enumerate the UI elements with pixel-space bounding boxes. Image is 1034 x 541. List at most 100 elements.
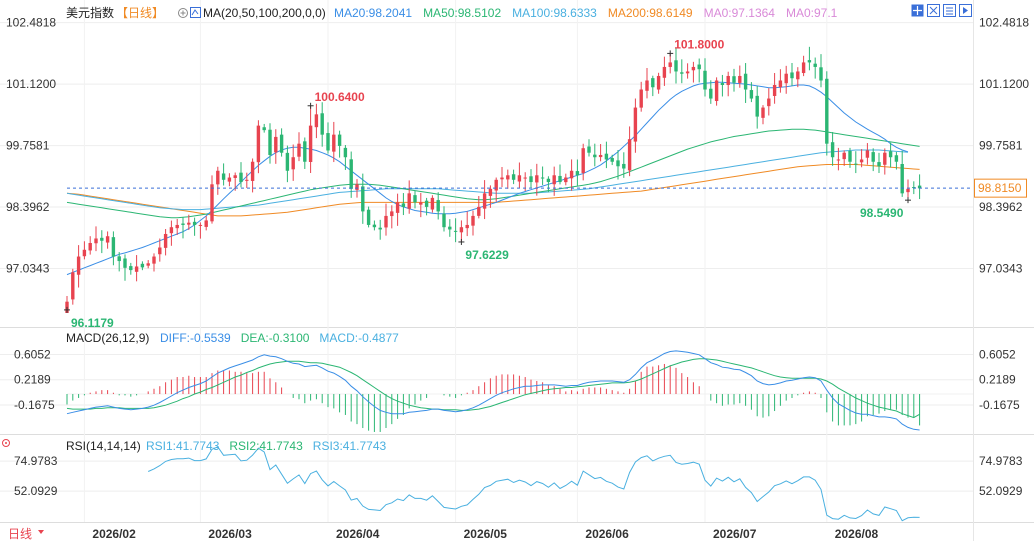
- chevron-down-icon[interactable]: [38, 530, 44, 534]
- candle-body[interactable]: [633, 107, 638, 142]
- candle-body[interactable]: [459, 227, 464, 233]
- candle[interactable]: [221, 163, 226, 186]
- candle-body[interactable]: [256, 125, 261, 163]
- candle[interactable]: [906, 179, 910, 201]
- rsi-line[interactable]: [147, 446, 920, 522]
- candle[interactable]: [343, 144, 348, 170]
- candle-body[interactable]: [801, 62, 806, 74]
- candle[interactable]: [192, 217, 197, 236]
- candle-body[interactable]: [343, 147, 348, 158]
- candle[interactable]: [883, 148, 887, 175]
- candle[interactable]: [587, 139, 591, 157]
- candle[interactable]: [645, 68, 649, 99]
- candle[interactable]: [871, 148, 875, 172]
- candle-body[interactable]: [227, 177, 232, 182]
- candle-body[interactable]: [767, 98, 771, 107]
- candle[interactable]: [784, 65, 788, 94]
- candle-body[interactable]: [900, 164, 904, 194]
- candle[interactable]: [888, 142, 893, 168]
- candle[interactable]: [210, 175, 214, 224]
- rsi-params[interactable]: RSI(14,14,14): [66, 439, 141, 453]
- candle-body[interactable]: [419, 202, 423, 205]
- candle-body[interactable]: [859, 159, 864, 163]
- candle-body[interactable]: [743, 73, 748, 90]
- candle-body[interactable]: [111, 237, 116, 257]
- candle-body[interactable]: [401, 203, 406, 207]
- candle[interactable]: [633, 98, 638, 153]
- candle[interactable]: [372, 220, 377, 231]
- candle[interactable]: [581, 143, 585, 181]
- candle-body[interactable]: [395, 202, 400, 213]
- candle[interactable]: [71, 268, 75, 305]
- expand-icon[interactable]: [959, 4, 972, 17]
- candle-body[interactable]: [192, 221, 197, 225]
- candle[interactable]: [111, 231, 116, 266]
- candle[interactable]: [390, 205, 394, 229]
- indicator-toggle-icon[interactable]: [190, 7, 201, 18]
- candle-body[interactable]: [854, 163, 858, 165]
- candle-body[interactable]: [424, 200, 429, 207]
- candle[interactable]: [790, 63, 794, 86]
- candle[interactable]: [732, 68, 736, 92]
- candle[interactable]: [395, 193, 400, 226]
- candle-body[interactable]: [685, 71, 690, 74]
- candle-body[interactable]: [430, 197, 435, 210]
- candle-body[interactable]: [326, 133, 330, 151]
- candle[interactable]: [517, 162, 522, 189]
- candle-body[interactable]: [308, 125, 313, 162]
- candle-body[interactable]: [529, 176, 533, 183]
- candle[interactable]: [569, 159, 574, 191]
- candle[interactable]: [703, 58, 707, 97]
- candle[interactable]: [564, 173, 568, 186]
- candle[interactable]: [320, 102, 324, 147]
- candle[interactable]: [453, 218, 458, 243]
- candle-body[interactable]: [738, 75, 742, 83]
- candle-body[interactable]: [825, 78, 829, 144]
- candle[interactable]: [256, 120, 261, 174]
- macd-pane[interactable]: [66, 350, 973, 432]
- candle-body[interactable]: [552, 175, 556, 185]
- candle[interactable]: [575, 159, 580, 186]
- candle[interactable]: [691, 61, 696, 83]
- candle[interactable]: [94, 226, 98, 252]
- candle-body[interactable]: [848, 151, 852, 162]
- candle[interactable]: [807, 46, 812, 71]
- candle[interactable]: [239, 162, 243, 188]
- candle[interactable]: [332, 121, 336, 163]
- candle-body[interactable]: [134, 266, 139, 272]
- candle[interactable]: [593, 143, 597, 167]
- candle-body[interactable]: [169, 227, 174, 234]
- candle-body[interactable]: [187, 222, 191, 225]
- candle[interactable]: [326, 122, 330, 154]
- candle-body[interactable]: [233, 175, 237, 178]
- candle[interactable]: [743, 63, 748, 103]
- candle[interactable]: [158, 238, 162, 262]
- candle-body[interactable]: [888, 151, 893, 158]
- candle-body[interactable]: [517, 175, 522, 182]
- candle-body[interactable]: [314, 114, 319, 128]
- candle-body[interactable]: [384, 215, 388, 228]
- candle-body[interactable]: [279, 134, 284, 153]
- candle[interactable]: [494, 177, 498, 202]
- candle-body[interactable]: [535, 175, 539, 183]
- candle-body[interactable]: [761, 107, 765, 118]
- candle[interactable]: [285, 145, 290, 183]
- chart-toolbar[interactable]: [911, 4, 972, 17]
- candle[interactable]: [819, 54, 823, 88]
- candle-body[interactable]: [471, 215, 475, 226]
- candle[interactable]: [761, 105, 765, 125]
- candle-body[interactable]: [407, 193, 411, 209]
- candle[interactable]: [471, 210, 475, 236]
- candle-body[interactable]: [598, 154, 603, 158]
- candle[interactable]: [894, 151, 899, 170]
- candle-body[interactable]: [71, 272, 75, 300]
- candle-body[interactable]: [477, 206, 481, 216]
- candle-body[interactable]: [390, 211, 394, 217]
- candle-body[interactable]: [772, 85, 777, 96]
- candle[interactable]: [129, 262, 133, 275]
- candle-body[interactable]: [616, 160, 620, 167]
- candle[interactable]: [146, 260, 150, 269]
- candle-body[interactable]: [366, 209, 371, 225]
- candle-body[interactable]: [906, 188, 910, 193]
